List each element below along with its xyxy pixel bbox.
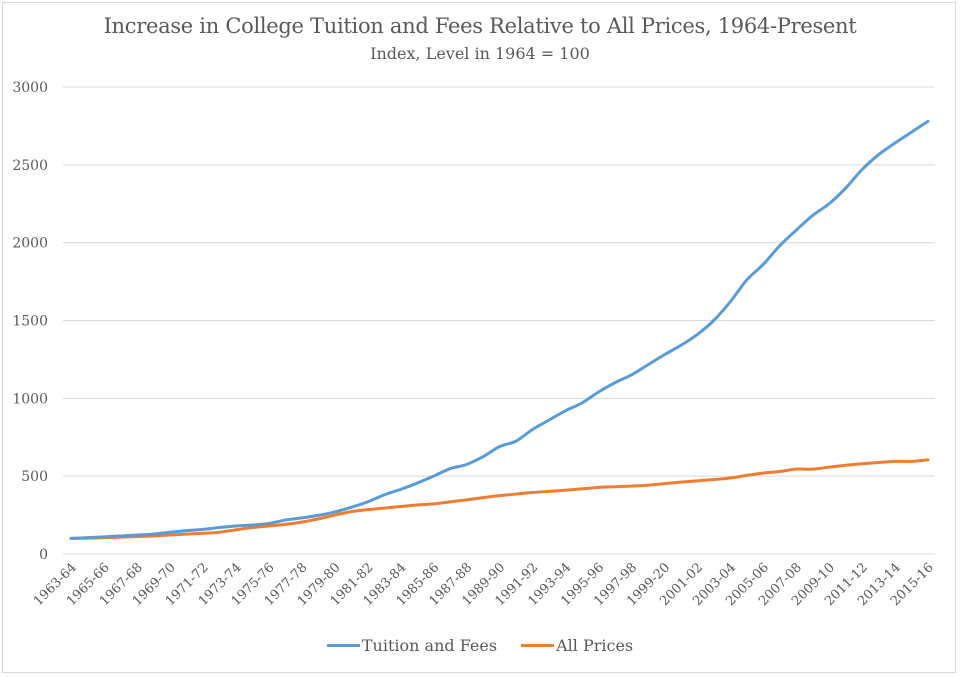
y-tick-label: 500 <box>21 469 48 485</box>
y-axis-ticks: 0 500 1000 1500 2000 2500 3000 <box>12 80 48 563</box>
series-line-all-prices <box>69 458 930 540</box>
y-tick-label: 2000 <box>12 236 48 252</box>
series-lines <box>69 119 930 540</box>
gridlines <box>63 86 935 555</box>
y-tick-label: 1000 <box>12 391 48 407</box>
y-tick-label: 3000 <box>12 80 48 96</box>
legend-item-tuition: Tuition and Fees <box>326 636 498 655</box>
legend-label-tuition: Tuition and Fees <box>361 636 498 655</box>
chart-title: Increase in College Tuition and Fees Rel… <box>103 14 857 38</box>
legend-swatch-tuition <box>326 644 360 647</box>
y-tick-label: 1500 <box>12 314 48 330</box>
y-tick-label: 2500 <box>12 158 48 174</box>
legend-item-all-prices: All Prices <box>521 636 633 655</box>
series-line-tuition-and-fees <box>69 119 930 540</box>
x-axis-ticks: 1963-641965-661967-681969-701971-721973-… <box>31 560 937 609</box>
legend: Tuition and Fees All Prices <box>0 636 960 655</box>
legend-label-all-prices: All Prices <box>556 636 634 655</box>
chart-subtitle: Index, Level in 1964 = 100 <box>370 44 590 63</box>
y-tick-label: 0 <box>39 547 48 563</box>
legend-swatch-all-prices <box>521 644 555 647</box>
